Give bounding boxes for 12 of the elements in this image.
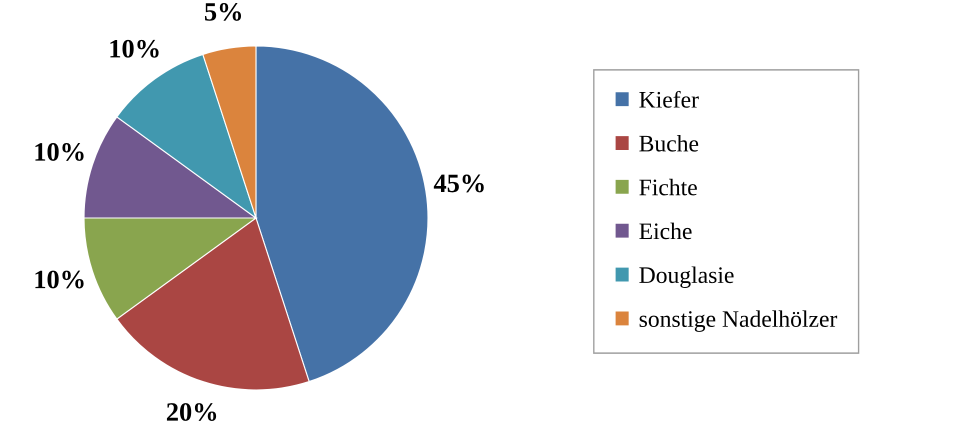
data-label: 45% bbox=[434, 174, 484, 192]
data-label: 10% bbox=[35, 270, 84, 288]
data-label: 20% bbox=[166, 403, 216, 421]
legend-label: sonstige Nadelhölzer bbox=[640, 310, 838, 332]
data-label: 5% bbox=[204, 2, 242, 21]
legend-label: Eiche bbox=[639, 222, 692, 240]
data-label: 10% bbox=[110, 40, 159, 58]
legend-label: Kiefer bbox=[639, 90, 699, 108]
legend-label: Buche bbox=[639, 134, 698, 152]
legend-label: Fichte bbox=[639, 178, 697, 196]
legend-label: Douglasie bbox=[639, 266, 734, 288]
data-label: 10% bbox=[35, 143, 84, 161]
